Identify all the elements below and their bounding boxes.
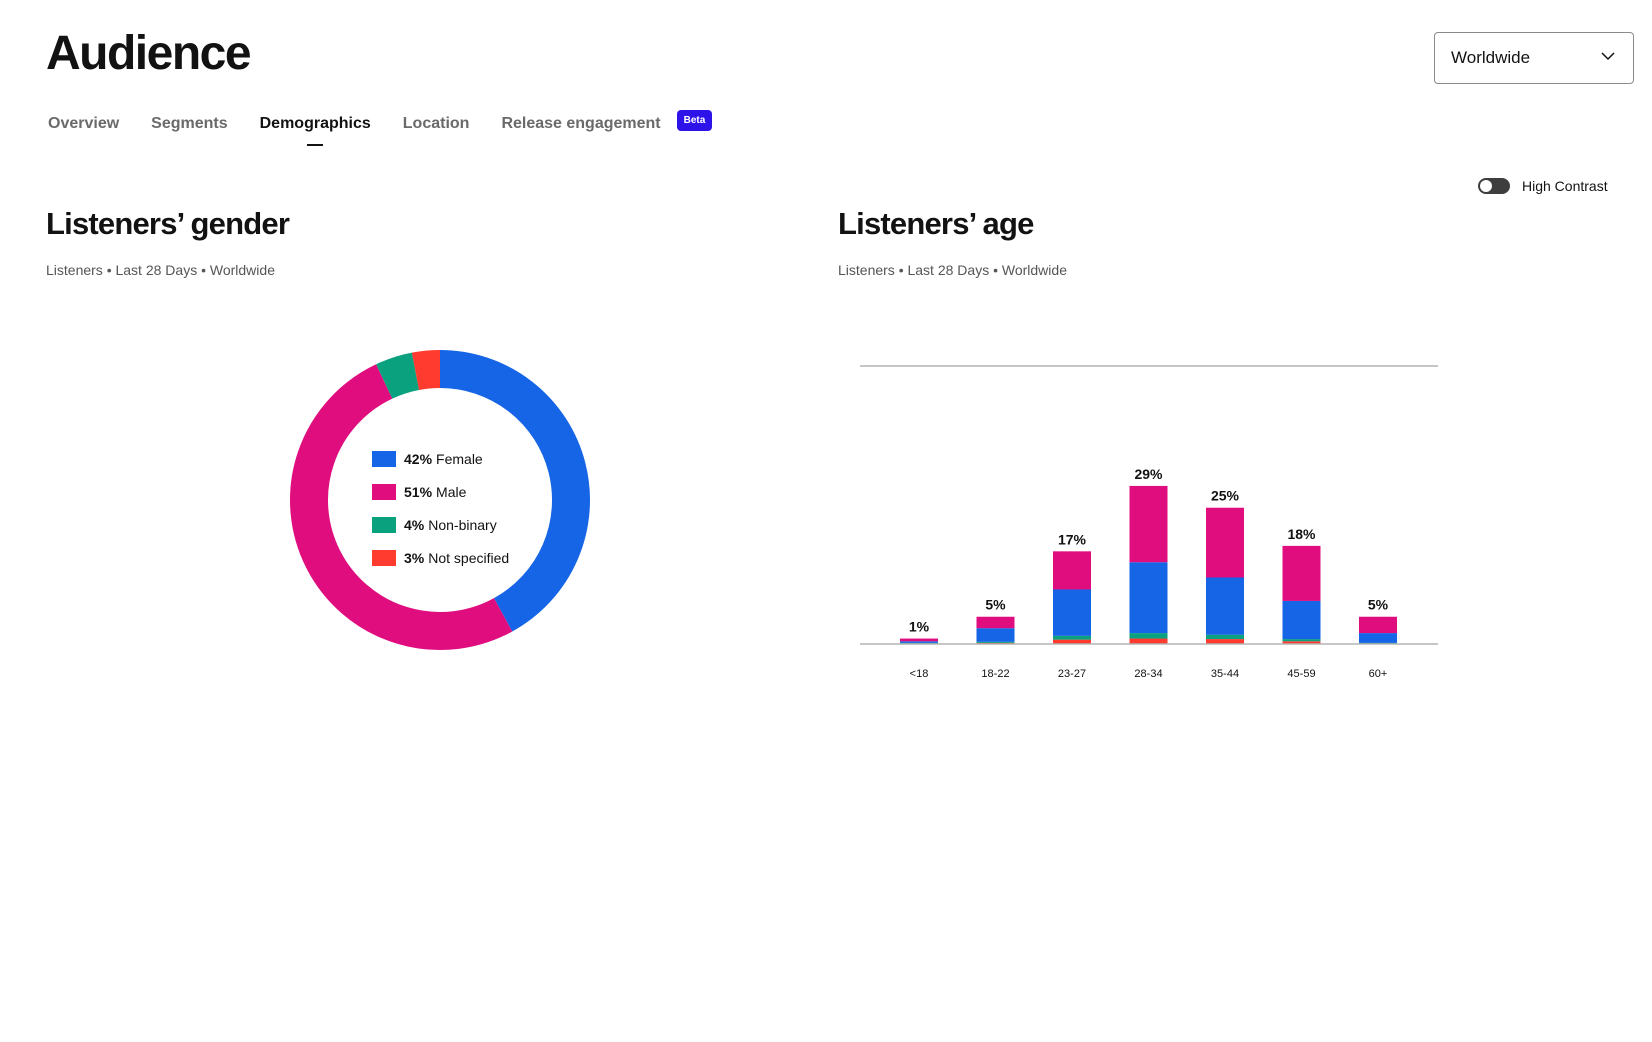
legend-item-notspecified: 3% Not specified — [372, 541, 509, 574]
bar-total-label: 1% — [909, 619, 930, 635]
x-tick-label: 35-44 — [1211, 668, 1239, 680]
bar-segment-male-2[interactable] — [1053, 551, 1091, 590]
legend-swatch-male — [372, 483, 396, 500]
legend-item-nonbinary: 4% Non-binary — [372, 508, 509, 541]
bar-total-label: 25% — [1211, 488, 1240, 504]
legend-pct-female: 42% — [404, 450, 433, 467]
bar-total-label: 17% — [1058, 531, 1087, 547]
gender-section-subtitle: Listeners • Last 28 Days • Worldwide — [46, 262, 275, 278]
donut-slice-male[interactable] — [290, 364, 513, 650]
tab-release-engagement[interactable]: Release engagement — [501, 115, 661, 132]
toggle-switch[interactable] — [1478, 178, 1510, 194]
tab-bar: Overview Segments Demographics Location … — [48, 104, 713, 144]
legend-label-female: Female — [436, 450, 483, 467]
legend-swatch-female — [372, 450, 396, 467]
bar-segment-male-1[interactable] — [976, 616, 1015, 629]
donut-slice-female[interactable] — [439, 350, 590, 632]
region-dropdown-value: Worldwide — [1451, 48, 1531, 67]
legend-pct-notspecified: 3% — [404, 549, 425, 566]
bar-segment-male-5[interactable] — [1282, 545, 1321, 601]
bar-segment-nonbinary-4[interactable] — [1206, 634, 1244, 640]
legend-pct-male: 51% — [404, 483, 433, 500]
legend-item-male: 51% Male — [372, 475, 509, 508]
bar-segment-male-6[interactable] — [1359, 616, 1397, 634]
x-tick-label: <18 — [910, 668, 929, 680]
legend-label-notspecified: Not specified — [428, 549, 510, 566]
bar-total-label: 5% — [1368, 597, 1389, 613]
legend-label-nonbinary: Non-binary — [428, 516, 497, 533]
x-tick-label: 60+ — [1369, 668, 1388, 680]
bar-segment-female-6[interactable] — [1359, 633, 1397, 643]
donut-slice-notspecified[interactable] — [411, 350, 441, 391]
bar-segment-female-1[interactable] — [976, 628, 1015, 642]
legend-swatch-notspecified — [372, 549, 396, 566]
legend-swatch-nonbinary — [372, 516, 396, 533]
chevron-down-icon — [1599, 47, 1617, 70]
bar-total-label: 5% — [985, 597, 1006, 613]
bar-total-label: 18% — [1287, 526, 1316, 542]
donut-slice-nonbinary[interactable] — [376, 352, 420, 399]
bar-segment-female-4[interactable] — [1206, 577, 1244, 635]
bar-segment-nonbinary-6[interactable] — [1359, 642, 1397, 644]
age-section-title: Listeners’ age — [838, 206, 1034, 241]
age-section-subtitle: Listeners • Last 28 Days • Worldwide — [838, 262, 1067, 278]
bar-segment-male-3[interactable] — [1129, 485, 1168, 563]
tab-demographics[interactable]: Demographics — [260, 108, 371, 140]
x-tick-label: 28-34 — [1134, 668, 1162, 680]
bar-segment-female-3[interactable] — [1129, 562, 1168, 634]
bar-segment-notspecified-3[interactable] — [1129, 638, 1168, 644]
bar-segment-female-2[interactable] — [1053, 589, 1091, 636]
bar-segment-nonbinary-0[interactable] — [900, 642, 938, 644]
bar-segment-notspecified-4[interactable] — [1206, 639, 1244, 644]
beta-badge: Beta — [676, 109, 713, 131]
x-tick-label: 23-27 — [1058, 668, 1086, 680]
toggle-knob — [1480, 180, 1492, 192]
legend-item-female: 42% Female — [372, 442, 509, 475]
gender-section-title: Listeners’ gender — [46, 206, 290, 241]
region-dropdown[interactable]: Worldwide — [1434, 32, 1634, 84]
bar-segment-female-0[interactable] — [900, 641, 938, 643]
tab-overview[interactable]: Overview — [48, 115, 120, 132]
bar-segment-nonbinary-3[interactable] — [1129, 633, 1168, 639]
bar-segment-male-0[interactable] — [900, 638, 938, 642]
legend-pct-nonbinary: 4% — [404, 516, 425, 533]
tab-location[interactable]: Location — [402, 115, 470, 132]
gender-legend: 42% Female 51% Male 4% Non-binary 3% Not… — [372, 442, 509, 574]
bar-total-label: 29% — [1134, 466, 1163, 482]
x-tick-label: 18-22 — [981, 668, 1009, 680]
bar-segment-female-5[interactable] — [1282, 600, 1321, 640]
high-contrast-label: High Contrast — [1522, 178, 1608, 194]
age-bar-chart: 1% <18 5% 18-22 17% 23-27 29% 28-34 25% 35-44 18% 4… — [860, 365, 1438, 680]
legend-label-male: Male — [436, 483, 467, 500]
gender-donut-chart — [290, 350, 590, 650]
tab-segments[interactable]: Segments — [151, 115, 228, 132]
page-title: Audience — [46, 27, 252, 80]
bar-segment-nonbinary-2[interactable] — [1053, 635, 1091, 640]
x-tick-label: 45-59 — [1287, 668, 1315, 680]
bar-segment-nonbinary-1[interactable] — [976, 641, 1015, 643]
bar-segment-notspecified-2[interactable] — [1053, 639, 1091, 644]
bar-segment-nonbinary-5[interactable] — [1282, 639, 1321, 642]
high-contrast-toggle[interactable]: High Contrast — [1478, 178, 1608, 194]
bar-segment-male-4[interactable] — [1206, 507, 1244, 578]
bar-segment-notspecified-5[interactable] — [1282, 641, 1321, 644]
